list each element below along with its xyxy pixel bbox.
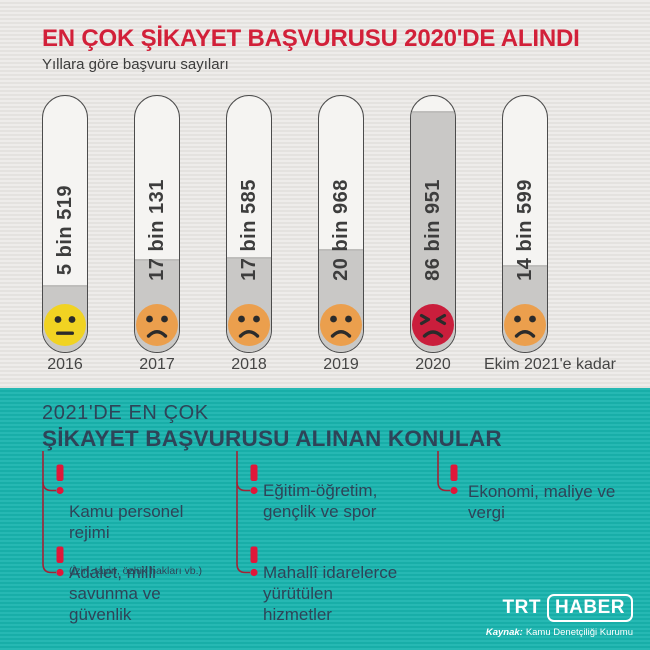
logo-haber-box: HABER	[546, 594, 633, 622]
thermometer-tube	[502, 95, 548, 353]
value-label: 17 bin 131	[145, 179, 168, 281]
thermometer-tube	[410, 95, 456, 353]
sad-face-icon	[136, 304, 178, 346]
topic-note: (İzin, tayin, özlük hakları vb.)	[69, 565, 203, 577]
year-label: 2016	[47, 356, 83, 373]
year-label: 2018	[231, 356, 267, 373]
trt-haber-logo: TRT HABER	[502, 594, 633, 622]
thermometer-tube	[226, 95, 272, 353]
page-title: EN ÇOK ŞİKAYET BAŞVURUSU 2020'DE ALINDI	[42, 25, 580, 52]
year-label: 2019	[323, 356, 359, 373]
sad-face-icon	[320, 304, 362, 346]
value-label: 5 bin 519	[53, 184, 76, 276]
chart-subtitle: Yıllara göre başvuru sayıları	[42, 56, 229, 73]
source-text: Kamu Denetçiliği Kurumu	[525, 627, 633, 638]
topic-item-mahalli: Mahallî idarelerce yürütülen hizmetler	[263, 563, 398, 624]
year-label: 2020	[415, 356, 451, 373]
topic-item-egitim: Eğitim-öğretim, gençlik ve spor	[263, 481, 378, 521]
neutral-face-icon	[44, 304, 86, 346]
topic-item-adalet: Adalet, milli savunma ve güvenlik	[69, 563, 161, 624]
value-label: 20 bin 968	[329, 179, 352, 281]
topic-label: Kamu personel rejimi	[69, 502, 184, 542]
value-label: 86 bin 951	[421, 179, 444, 281]
logo-trt-text: TRT	[502, 597, 541, 618]
angry-face-icon	[412, 304, 454, 346]
year-label: Ekim 2021'e kadar	[483, 356, 616, 373]
source-attribution: Kaynak: Kamu Denetçiliği Kurumu	[486, 627, 633, 638]
topics-section: 2021'DE EN ÇOK ŞİKAYET BAŞVURUSU ALINAN …	[0, 388, 650, 650]
topic-item-kamu-personel: Kamu personel rejimi (İzin, tayin, özlük…	[69, 480, 202, 599]
thermometer-tube	[318, 95, 364, 353]
sad-face-icon	[228, 304, 270, 346]
thermometer-tube	[134, 95, 180, 353]
sad-face-icon	[504, 304, 546, 346]
exclamation-icon	[56, 464, 458, 577]
topics-heading-line2: ŞİKAYET BAŞVURUSU ALINAN KONULAR	[42, 426, 502, 451]
topic-item-ekonomi: Ekonomi, maliye ve vergi	[468, 482, 616, 522]
thermometer-tube	[42, 95, 88, 353]
value-label: 14 bin 599	[513, 179, 536, 281]
thermometer-chart: 5 bin 519 2016 17 bin 131 2017 17 bin 585 201…	[42, 95, 616, 373]
year-label: 2017	[139, 356, 175, 373]
source-label: Kaynak:	[485, 627, 523, 638]
value-label: 17 bin 585	[237, 179, 260, 281]
topics-heading-line1: 2021'DE EN ÇOK	[42, 402, 209, 424]
connector-lines-and-exclamation-icons	[42, 451, 458, 577]
